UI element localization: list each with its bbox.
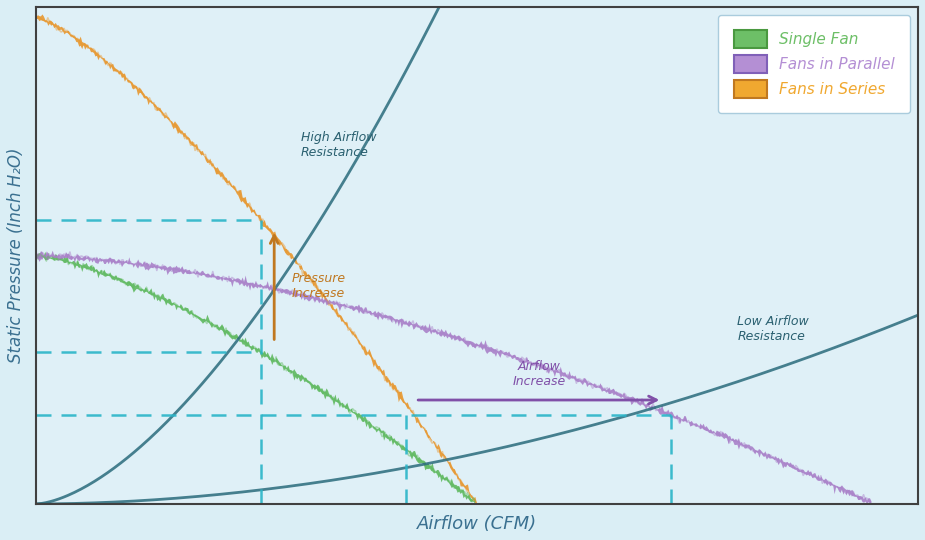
Text: Low Airflow
Resistance: Low Airflow Resistance [737, 315, 809, 343]
Text: Pressure
Increase: Pressure Increase [291, 272, 346, 300]
Text: Airflow
Increase: Airflow Increase [512, 360, 565, 388]
Text: High Airflow
Resistance: High Airflow Resistance [301, 131, 376, 159]
Y-axis label: Static Pressure (Inch H₂O): Static Pressure (Inch H₂O) [7, 148, 25, 363]
X-axis label: Airflow (CFM): Airflow (CFM) [417, 515, 537, 533]
Legend: Single Fan, Fans in Parallel, Fans in Series: Single Fan, Fans in Parallel, Fans in Se… [719, 15, 910, 113]
